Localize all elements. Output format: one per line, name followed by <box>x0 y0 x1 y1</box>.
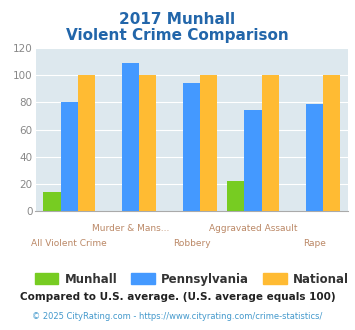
Bar <box>61 102 78 211</box>
Bar <box>262 75 279 211</box>
Bar <box>200 75 217 211</box>
Bar <box>183 83 200 211</box>
Bar <box>43 192 61 211</box>
Text: Robbery: Robbery <box>173 239 211 248</box>
Legend: Munhall, Pennsylvania, National: Munhall, Pennsylvania, National <box>30 268 353 290</box>
Bar <box>306 104 323 211</box>
Text: Rape: Rape <box>303 239 326 248</box>
Text: 2017 Munhall: 2017 Munhall <box>119 12 236 26</box>
Bar <box>323 75 340 211</box>
Text: Murder & Mans...: Murder & Mans... <box>92 224 169 233</box>
Bar <box>244 111 262 211</box>
Text: Compared to U.S. average. (U.S. average equals 100): Compared to U.S. average. (U.S. average … <box>20 292 335 302</box>
Bar <box>122 63 139 211</box>
Text: Violent Crime Comparison: Violent Crime Comparison <box>66 28 289 43</box>
Bar <box>78 75 95 211</box>
Bar <box>139 75 156 211</box>
Bar <box>227 181 244 211</box>
Text: Aggravated Assault: Aggravated Assault <box>209 224 297 233</box>
Text: All Violent Crime: All Violent Crime <box>31 239 107 248</box>
Text: © 2025 CityRating.com - https://www.cityrating.com/crime-statistics/: © 2025 CityRating.com - https://www.city… <box>32 312 323 321</box>
